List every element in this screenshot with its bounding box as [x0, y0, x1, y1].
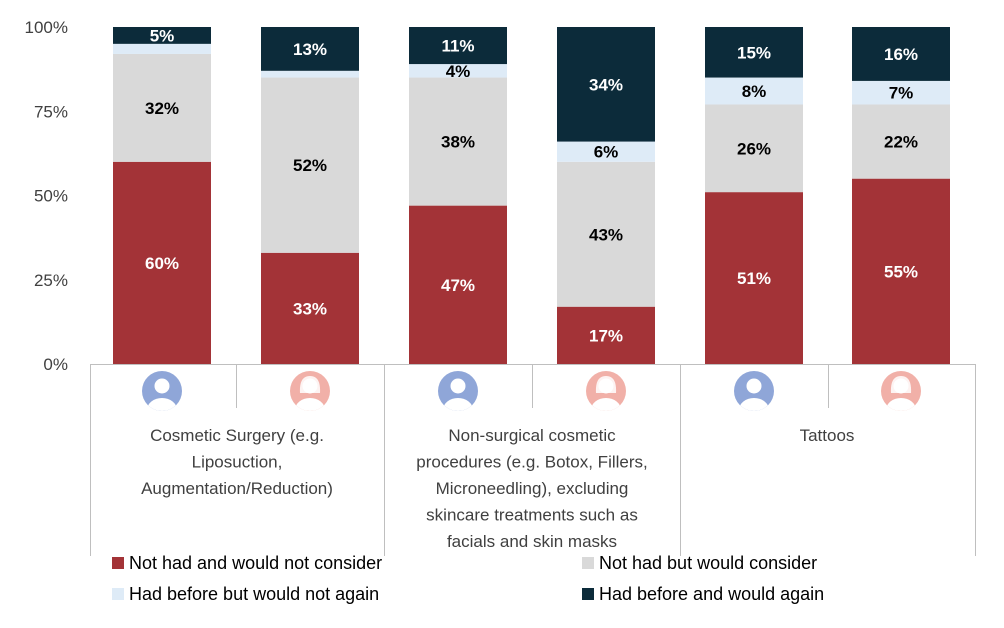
male-avatar-icon	[438, 371, 478, 411]
data-label: 11%	[441, 37, 474, 56]
bar-segment	[261, 77, 359, 253]
male-avatar-icon	[142, 371, 182, 411]
legend: Not had and would not consider Not had bu…	[112, 553, 824, 604]
data-label: 32%	[145, 99, 179, 118]
category-label: procedures (e.g. Botox, Fillers,	[416, 453, 647, 472]
bar-segment	[409, 27, 507, 65]
data-label: 16%	[884, 45, 918, 64]
legend-label: Had before and would again	[599, 584, 824, 604]
data-label: 55%	[884, 262, 918, 281]
bar-segment	[113, 161, 211, 364]
female-avatar-icon	[586, 371, 626, 411]
category-label: Cosmetic Surgery (e.g.	[150, 426, 324, 445]
bar-segment	[557, 306, 655, 364]
data-label: 26%	[737, 139, 771, 158]
y-axis: 0% 25% 50% 75% 100%	[25, 18, 68, 374]
data-label: 6%	[594, 143, 619, 162]
category-label: Microneedling), excluding	[436, 479, 629, 498]
data-label: 60%	[145, 254, 179, 273]
male-avatar-icon	[734, 371, 774, 411]
y-tick-label: 0%	[43, 355, 68, 374]
data-label: 7%	[889, 84, 914, 103]
data-label: 43%	[589, 225, 623, 244]
category-label: Non-surgical cosmetic	[448, 426, 616, 445]
y-tick-label: 75%	[34, 102, 68, 121]
data-label: 8%	[742, 82, 767, 101]
bar-segment	[113, 53, 211, 162]
data-label: 52%	[293, 156, 327, 175]
bar-segment	[705, 27, 803, 78]
legend-label: Not had but would consider	[599, 553, 817, 573]
female-avatar-icon	[881, 371, 921, 411]
bar-segment	[852, 104, 950, 179]
female-avatar-icon	[290, 371, 330, 411]
data-label: 13%	[293, 40, 327, 59]
bar-segment	[557, 27, 655, 142]
data-label: 5%	[150, 26, 175, 45]
bar-segment	[557, 161, 655, 307]
bar-segment	[852, 80, 950, 105]
data-label: 4%	[446, 62, 471, 81]
category-label: facials and skin masks	[447, 532, 617, 551]
data-label: 38%	[441, 133, 475, 152]
bar-segment	[261, 70, 359, 78]
category-label: Liposuction,	[192, 453, 283, 472]
data-label: 51%	[737, 269, 771, 288]
legend-swatch	[112, 557, 124, 569]
legend-swatch	[582, 557, 594, 569]
legend-swatch	[112, 588, 124, 600]
legend-swatch	[582, 588, 594, 600]
y-tick-label: 50%	[34, 187, 68, 206]
bar-segment	[113, 27, 211, 44]
category-label: Tattoos	[800, 426, 855, 445]
y-tick-label: 100%	[25, 18, 68, 37]
bar-segment	[261, 27, 359, 71]
bar-segment	[705, 192, 803, 364]
bars: 60% 32% 5% 33% 52% 13% 47% 38% 4% 11% 17% 43% 6% 34% 5…	[113, 26, 950, 364]
data-label: 15%	[737, 43, 771, 62]
category-label: skincare treatments such as	[426, 506, 638, 525]
data-label: 17%	[589, 326, 623, 345]
bar-segment	[557, 141, 655, 162]
bar-segment	[705, 77, 803, 105]
bar-segment	[113, 43, 211, 54]
category-label: Augmentation/Reduction)	[141, 479, 333, 498]
bar-segment	[852, 27, 950, 81]
bar-segment	[409, 77, 507, 206]
bar-segment	[409, 205, 507, 364]
data-label: 34%	[589, 75, 623, 94]
legend-label: Not had and would not consider	[129, 553, 382, 573]
bar-segment	[852, 178, 950, 364]
bar-segment	[409, 64, 507, 78]
bar-segment	[261, 252, 359, 364]
data-label: 22%	[884, 133, 918, 152]
y-tick-label: 25%	[34, 271, 68, 290]
legend-label: Had before but would not again	[129, 584, 379, 604]
bar-segment	[705, 104, 803, 193]
category-table: Cosmetic Surgery (e.g. Liposuction, Augmen…	[90, 364, 976, 556]
data-label: 33%	[293, 299, 327, 318]
data-label: 47%	[441, 276, 475, 295]
